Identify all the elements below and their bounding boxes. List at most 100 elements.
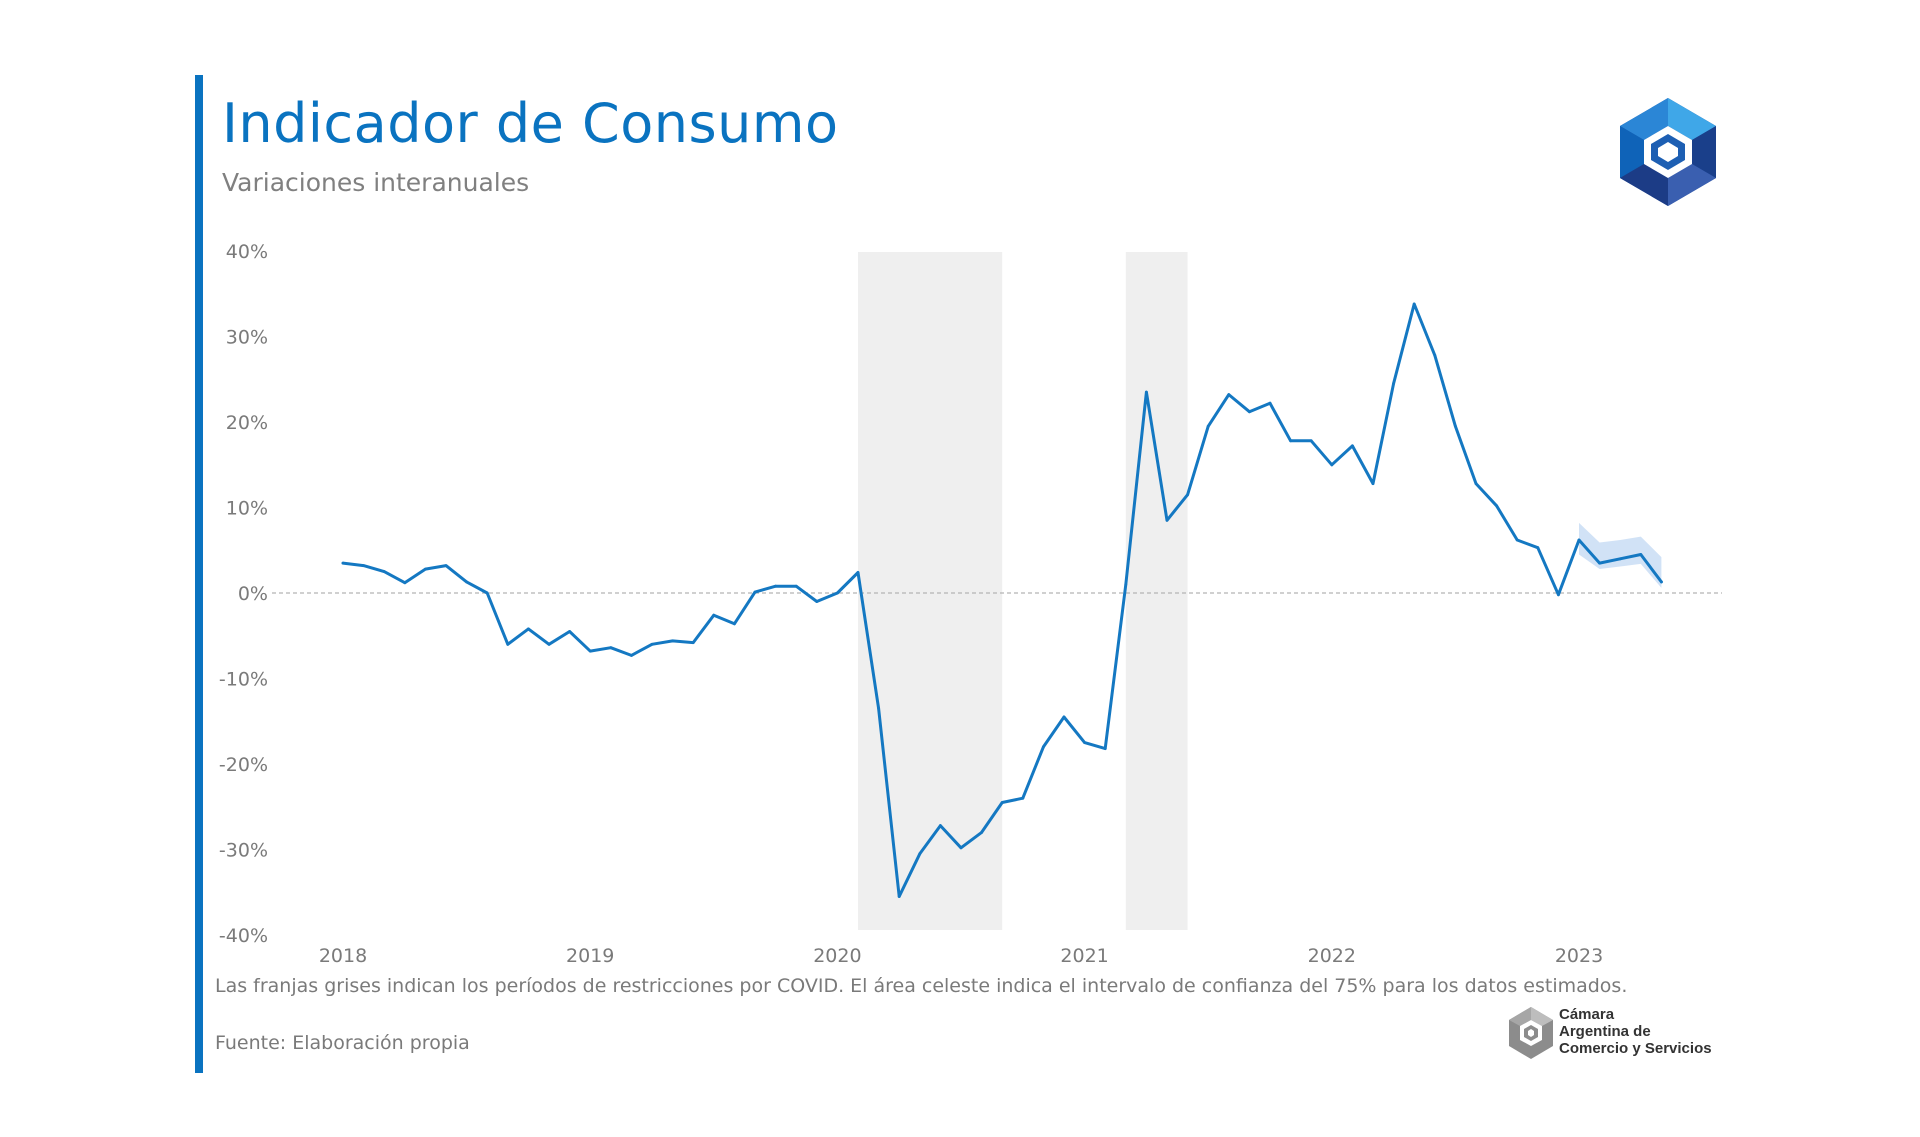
- data-point: [527, 627, 530, 631]
- data-point: [1412, 302, 1416, 306]
- y-tick-label: -20%: [219, 754, 268, 776]
- y-tick-label: 40%: [226, 241, 268, 263]
- accent-bar: [195, 75, 203, 1073]
- data-point: [1227, 393, 1231, 396]
- x-tick-label: 2018: [319, 945, 367, 967]
- data-point: [1165, 518, 1169, 522]
- x-tick-label: 2023: [1555, 945, 1603, 967]
- data-point: [1145, 390, 1148, 394]
- data-point: [1639, 553, 1643, 556]
- data-point: [485, 591, 489, 595]
- data-point: [815, 600, 819, 603]
- data-point: [1392, 382, 1395, 385]
- x-tick-label: 2020: [813, 945, 861, 967]
- data-point: [980, 831, 983, 834]
- data-point: [1062, 715, 1066, 719]
- data-point: [918, 852, 922, 856]
- chart-title: Indicador de Consumo: [222, 92, 839, 155]
- data-point: [465, 580, 468, 584]
- y-tick-label: 20%: [226, 412, 268, 434]
- x-tick-label: 2021: [1060, 945, 1108, 967]
- data-point: [1330, 463, 1334, 467]
- data-point: [691, 641, 695, 644]
- y-tick-label: 30%: [226, 327, 268, 349]
- data-point: [588, 649, 592, 653]
- data-point: [444, 564, 448, 567]
- organization-name-line: Comercio y Servicios: [1559, 1040, 1712, 1057]
- data-point: [1536, 546, 1540, 550]
- series-points: [341, 302, 1663, 898]
- data-point: [424, 567, 427, 571]
- data-point: [733, 622, 736, 626]
- y-tick-label: -10%: [219, 669, 268, 691]
- data-point: [774, 584, 777, 588]
- x-tick-label: 2019: [566, 945, 614, 967]
- data-point: [712, 613, 716, 617]
- data-point: [1351, 444, 1354, 448]
- data-point: [1124, 583, 1128, 586]
- covid-band: [1125, 252, 1188, 930]
- data-point: [1433, 353, 1437, 357]
- data-point: [877, 707, 880, 710]
- data-point: [650, 642, 654, 646]
- y-axis-ticks: 40% 30% 20% 10% 0% -10% -20% -30% -40%: [219, 241, 268, 947]
- organization-name-line: Argentina de: [1559, 1023, 1651, 1040]
- covid-band: [858, 252, 1003, 930]
- data-point: [1206, 424, 1210, 428]
- data-point: [939, 824, 942, 827]
- y-tick-label: 10%: [226, 498, 268, 520]
- data-point: [1042, 745, 1045, 749]
- data-point: [1000, 801, 1004, 804]
- data-point: [1618, 557, 1622, 561]
- chart-footnote: Las franjas grises indican los períodos …: [215, 975, 1628, 997]
- data-point: [897, 895, 901, 898]
- cac-footer-logo: Cámara Argentina de Comercio y Servicios: [1508, 1006, 1723, 1064]
- data-point: [753, 590, 757, 594]
- data-point: [1474, 482, 1478, 485]
- y-tick-label: 0%: [238, 583, 268, 605]
- data-point: [341, 561, 345, 565]
- organization-name: Cámara Argentina de Comercio y Servicios: [1559, 1006, 1712, 1057]
- data-point: [506, 642, 510, 646]
- data-point: [1268, 401, 1272, 405]
- data-point: [856, 571, 860, 574]
- data-point: [1495, 504, 1498, 508]
- data-point: [1557, 593, 1560, 597]
- data-point: [671, 639, 674, 643]
- data-point: [1309, 439, 1313, 443]
- data-point: [1248, 410, 1251, 414]
- source-note: Fuente: Elaboración propia: [215, 1032, 470, 1054]
- cac-logo: [1618, 96, 1718, 208]
- data-point: [1371, 482, 1375, 485]
- data-point: [836, 591, 839, 595]
- data-point: [362, 564, 365, 567]
- data-point: [1289, 439, 1292, 443]
- data-point: [403, 581, 407, 585]
- data-point: [630, 654, 633, 657]
- data-point: [1021, 796, 1025, 800]
- x-axis-ticks: 2018 2019 2020 2021 2022 2023: [319, 945, 1603, 967]
- data-point: [1103, 747, 1107, 750]
- y-tick-label: -40%: [219, 925, 268, 947]
- data-point: [1186, 493, 1189, 497]
- data-point: [382, 570, 386, 573]
- y-tick-label: -30%: [219, 840, 268, 862]
- confidence-band: [1579, 522, 1662, 588]
- data-point: [1660, 580, 1663, 584]
- data-point: [1577, 538, 1581, 542]
- x-tick-label: 2022: [1308, 945, 1356, 967]
- data-point: [794, 584, 798, 588]
- data-point: [959, 846, 963, 850]
- covid-bands: [858, 252, 1188, 930]
- confidence-band-layer: [1579, 522, 1662, 588]
- cac-footer-logo-mark: [1509, 1007, 1553, 1059]
- data-point: [609, 646, 613, 650]
- data-point: [1454, 424, 1457, 428]
- data-point: [1515, 538, 1519, 542]
- data-point: [568, 630, 571, 633]
- data-point: [1083, 741, 1086, 744]
- chart-subtitle: Variaciones interanuales: [222, 168, 530, 197]
- data-point: [1598, 561, 1601, 565]
- data-point: [547, 642, 551, 646]
